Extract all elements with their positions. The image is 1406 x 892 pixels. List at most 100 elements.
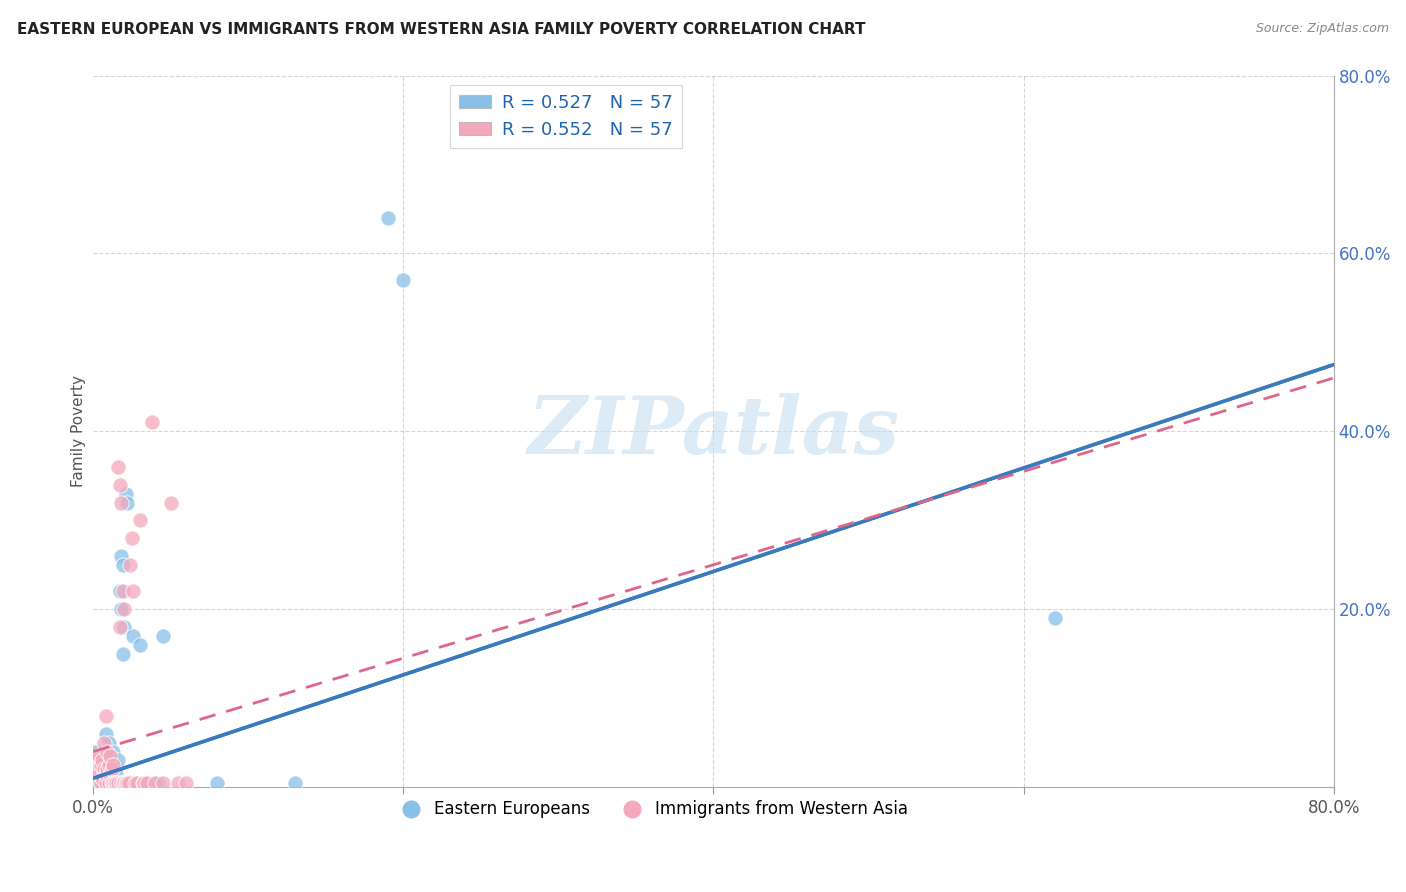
Point	[122, 629, 145, 643]
Point	[105, 775, 128, 789]
Point	[117, 775, 139, 789]
Point	[128, 513, 150, 527]
Point	[111, 775, 134, 789]
Point	[110, 602, 132, 616]
Point	[114, 775, 136, 789]
Point	[94, 709, 117, 723]
Point	[91, 758, 114, 772]
Point	[152, 629, 174, 643]
Point	[129, 775, 152, 789]
Point	[1043, 611, 1066, 625]
Point	[124, 775, 146, 789]
Point	[96, 767, 118, 781]
Point	[89, 763, 111, 777]
Point	[83, 775, 105, 789]
Point	[148, 775, 170, 789]
Point	[107, 459, 129, 474]
Point	[284, 775, 307, 789]
Point	[93, 763, 115, 777]
Point	[87, 763, 110, 777]
Point	[97, 736, 120, 750]
Point	[105, 767, 128, 781]
Point	[90, 758, 112, 772]
Point	[110, 775, 132, 789]
Point	[83, 763, 105, 777]
Point	[98, 767, 121, 781]
Point	[132, 775, 155, 789]
Point	[112, 620, 135, 634]
Point	[91, 772, 114, 786]
Point	[141, 775, 163, 789]
Point	[84, 745, 107, 759]
Point	[96, 745, 118, 759]
Point	[89, 767, 111, 781]
Point	[121, 531, 143, 545]
Point	[125, 775, 148, 789]
Point	[117, 495, 139, 509]
Point	[97, 775, 120, 789]
Point	[96, 754, 118, 768]
Point	[132, 775, 155, 789]
Point	[93, 772, 115, 786]
Point	[101, 775, 124, 789]
Point	[377, 211, 399, 225]
Point	[110, 495, 132, 509]
Point	[90, 754, 112, 768]
Point	[114, 775, 136, 789]
Point	[104, 758, 127, 772]
Point	[120, 558, 142, 572]
Point	[136, 775, 159, 789]
Point	[90, 775, 112, 789]
Point	[118, 775, 141, 789]
Point	[89, 749, 111, 764]
Point	[91, 767, 114, 781]
Point	[107, 775, 129, 789]
Point	[111, 584, 134, 599]
Point	[93, 745, 115, 759]
Point	[207, 775, 229, 789]
Point	[111, 558, 134, 572]
Point	[93, 736, 115, 750]
Point	[114, 486, 136, 500]
Point	[108, 477, 131, 491]
Text: EASTERN EUROPEAN VS IMMIGRANTS FROM WESTERN ASIA FAMILY POVERTY CORRELATION CHAR: EASTERN EUROPEAN VS IMMIGRANTS FROM WEST…	[17, 22, 865, 37]
Point	[111, 647, 134, 661]
Y-axis label: Family Poverty: Family Poverty	[72, 376, 86, 487]
Point	[90, 775, 112, 789]
Text: Source: ZipAtlas.com: Source: ZipAtlas.com	[1256, 22, 1389, 36]
Point	[125, 775, 148, 789]
Point	[174, 775, 197, 789]
Point	[97, 758, 120, 772]
Point	[94, 775, 117, 789]
Point	[105, 775, 128, 789]
Point	[108, 584, 131, 599]
Point	[110, 549, 132, 563]
Point	[120, 775, 142, 789]
Point	[108, 620, 131, 634]
Point	[134, 775, 156, 789]
Point	[103, 775, 125, 789]
Point	[142, 775, 165, 789]
Point	[94, 763, 117, 777]
Point	[84, 772, 107, 786]
Point	[83, 763, 105, 777]
Point	[122, 584, 145, 599]
Point	[98, 763, 121, 777]
Point	[91, 754, 114, 768]
Legend: Eastern Europeans, Immigrants from Western Asia: Eastern Europeans, Immigrants from Weste…	[388, 794, 915, 825]
Point	[124, 775, 146, 789]
Point	[136, 775, 159, 789]
Point	[392, 273, 415, 287]
Point	[87, 772, 110, 786]
Point	[118, 775, 141, 789]
Point	[134, 775, 156, 789]
Point	[152, 775, 174, 789]
Point	[101, 767, 124, 781]
Point	[94, 767, 117, 781]
Point	[97, 758, 120, 772]
Point	[97, 772, 120, 786]
Point	[128, 638, 150, 652]
Point	[101, 749, 124, 764]
Point	[98, 749, 121, 764]
Point	[103, 758, 125, 772]
